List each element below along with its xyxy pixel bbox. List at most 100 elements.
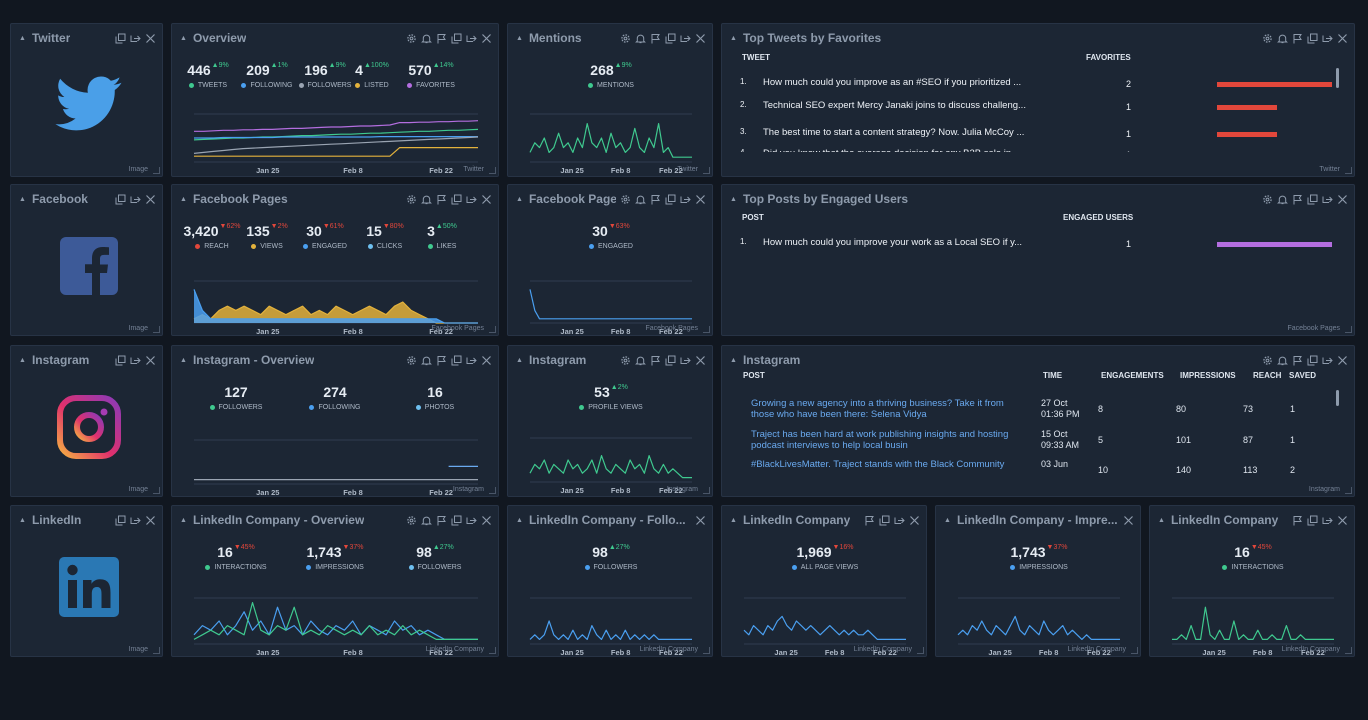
bell-icon[interactable] bbox=[1277, 33, 1288, 44]
bell-icon[interactable] bbox=[1277, 355, 1288, 366]
list-item[interactable]: 4. Did you know that the average decision… bbox=[722, 148, 1332, 152]
close-icon[interactable] bbox=[695, 33, 706, 44]
resize-handle[interactable] bbox=[1345, 487, 1352, 494]
bell-icon[interactable] bbox=[421, 355, 432, 366]
gear-icon[interactable] bbox=[620, 33, 631, 44]
resize-handle[interactable] bbox=[1131, 647, 1138, 654]
bell-icon[interactable] bbox=[1277, 194, 1288, 205]
gear-icon[interactable] bbox=[620, 355, 631, 366]
export-icon[interactable] bbox=[130, 355, 141, 366]
resize-handle[interactable] bbox=[153, 647, 160, 654]
export-icon[interactable] bbox=[466, 515, 477, 526]
close-icon[interactable] bbox=[1337, 355, 1348, 366]
export-icon[interactable] bbox=[466, 355, 477, 366]
post-link[interactable]: Growing a new agency into a thriving bus… bbox=[751, 398, 1004, 420]
export-icon[interactable] bbox=[130, 194, 141, 205]
resize-handle[interactable] bbox=[703, 167, 710, 174]
copy-icon[interactable] bbox=[451, 194, 462, 205]
resize-handle[interactable] bbox=[489, 487, 496, 494]
close-icon[interactable] bbox=[145, 194, 156, 205]
resize-handle[interactable] bbox=[703, 647, 710, 654]
close-icon[interactable] bbox=[1123, 515, 1134, 526]
resize-handle[interactable] bbox=[489, 167, 496, 174]
flag-icon[interactable] bbox=[436, 355, 447, 366]
flag-icon[interactable] bbox=[650, 194, 661, 205]
copy-icon[interactable] bbox=[451, 355, 462, 366]
collapse-icon[interactable]: ▲ bbox=[180, 34, 187, 42]
close-icon[interactable] bbox=[1337, 33, 1348, 44]
copy-icon[interactable] bbox=[1307, 355, 1318, 366]
export-icon[interactable] bbox=[1322, 33, 1333, 44]
export-icon[interactable] bbox=[680, 194, 691, 205]
resize-handle[interactable] bbox=[153, 326, 160, 333]
close-icon[interactable] bbox=[695, 194, 706, 205]
export-icon[interactable] bbox=[1322, 194, 1333, 205]
collapse-icon[interactable]: ▲ bbox=[180, 516, 187, 524]
copy-icon[interactable] bbox=[451, 515, 462, 526]
flag-icon[interactable] bbox=[1292, 355, 1303, 366]
close-icon[interactable] bbox=[695, 355, 706, 366]
gear-icon[interactable] bbox=[620, 194, 631, 205]
list-item[interactable]: 1. How much could you improve your work a… bbox=[722, 237, 1332, 253]
flag-icon[interactable] bbox=[1292, 194, 1303, 205]
gear-icon[interactable] bbox=[406, 355, 417, 366]
close-icon[interactable] bbox=[481, 33, 492, 44]
resize-handle[interactable] bbox=[1345, 647, 1352, 654]
export-icon[interactable] bbox=[1322, 355, 1333, 366]
resize-handle[interactable] bbox=[1345, 167, 1352, 174]
gear-icon[interactable] bbox=[1262, 355, 1273, 366]
export-icon[interactable] bbox=[130, 33, 141, 44]
close-icon[interactable] bbox=[145, 33, 156, 44]
copy-icon[interactable] bbox=[451, 33, 462, 44]
close-icon[interactable] bbox=[1337, 515, 1348, 526]
resize-handle[interactable] bbox=[153, 487, 160, 494]
gear-icon[interactable] bbox=[406, 33, 417, 44]
bell-icon[interactable] bbox=[635, 194, 646, 205]
close-icon[interactable] bbox=[695, 515, 706, 526]
collapse-icon[interactable]: ▲ bbox=[730, 356, 737, 364]
copy-icon[interactable] bbox=[115, 515, 126, 526]
export-icon[interactable] bbox=[894, 515, 905, 526]
collapse-icon[interactable]: ▲ bbox=[730, 34, 737, 42]
export-icon[interactable] bbox=[466, 33, 477, 44]
close-icon[interactable] bbox=[909, 515, 920, 526]
collapse-icon[interactable]: ▲ bbox=[730, 516, 737, 524]
flag-icon[interactable] bbox=[436, 33, 447, 44]
export-icon[interactable] bbox=[466, 194, 477, 205]
bell-icon[interactable] bbox=[421, 515, 432, 526]
bell-icon[interactable] bbox=[421, 33, 432, 44]
list-item[interactable]: 2. Technical SEO expert Mercy Janaki join… bbox=[722, 100, 1332, 116]
collapse-icon[interactable]: ▲ bbox=[19, 34, 26, 42]
list-item[interactable]: 3. The best time to start a content strat… bbox=[722, 127, 1332, 143]
list-item[interactable]: 1. How much could you improve as an #SEO … bbox=[722, 77, 1332, 93]
resize-handle[interactable] bbox=[489, 647, 496, 654]
gear-icon[interactable] bbox=[1262, 194, 1273, 205]
flag-icon[interactable] bbox=[650, 355, 661, 366]
flag-icon[interactable] bbox=[864, 515, 875, 526]
collapse-icon[interactable]: ▲ bbox=[19, 195, 26, 203]
gear-icon[interactable] bbox=[406, 515, 417, 526]
close-icon[interactable] bbox=[481, 515, 492, 526]
flag-icon[interactable] bbox=[436, 194, 447, 205]
close-icon[interactable] bbox=[481, 194, 492, 205]
scrollbar[interactable] bbox=[1336, 390, 1339, 406]
flag-icon[interactable] bbox=[436, 515, 447, 526]
bell-icon[interactable] bbox=[421, 194, 432, 205]
bell-icon[interactable] bbox=[635, 33, 646, 44]
collapse-icon[interactable]: ▲ bbox=[19, 356, 26, 364]
copy-icon[interactable] bbox=[879, 515, 890, 526]
resize-handle[interactable] bbox=[703, 487, 710, 494]
copy-icon[interactable] bbox=[665, 194, 676, 205]
collapse-icon[interactable]: ▲ bbox=[516, 34, 523, 42]
close-icon[interactable] bbox=[481, 355, 492, 366]
copy-icon[interactable] bbox=[665, 355, 676, 366]
copy-icon[interactable] bbox=[1307, 33, 1318, 44]
collapse-icon[interactable]: ▲ bbox=[180, 195, 187, 203]
export-icon[interactable] bbox=[680, 355, 691, 366]
bell-icon[interactable] bbox=[635, 355, 646, 366]
flag-icon[interactable] bbox=[1292, 33, 1303, 44]
collapse-icon[interactable]: ▲ bbox=[180, 356, 187, 364]
export-icon[interactable] bbox=[680, 33, 691, 44]
gear-icon[interactable] bbox=[406, 194, 417, 205]
collapse-icon[interactable]: ▲ bbox=[516, 195, 523, 203]
